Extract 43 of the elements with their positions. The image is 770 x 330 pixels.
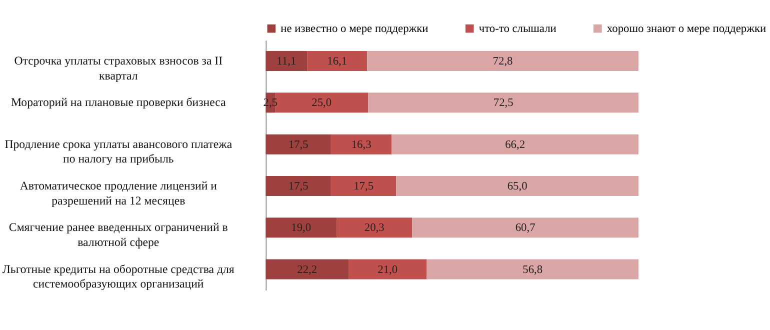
data-label: 16,1 <box>327 56 348 68</box>
data-label: 22,2 <box>297 264 318 276</box>
data-label: 56,8 <box>522 264 543 276</box>
bar <box>266 218 337 238</box>
bar <box>367 51 638 71</box>
bar <box>330 134 392 154</box>
data-label: 72,5 <box>493 97 514 110</box>
data-label: 72,8 <box>492 56 514 68</box>
y-tick-label: Отсрочка уплаты страховых взносов за II квартал <box>14 54 223 82</box>
bar <box>275 92 368 113</box>
data-label: 17,5 <box>288 180 309 192</box>
y-tick-label: Смягчение ранее введенных ограничений в валютной сфере <box>8 220 228 250</box>
bar <box>426 259 638 280</box>
legend-label: не известно о мере поддержки <box>280 23 428 36</box>
data-label: 19,0 <box>291 222 312 234</box>
bar <box>330 176 396 196</box>
bar <box>307 51 368 71</box>
data-label: 60,7 <box>515 222 536 234</box>
bar <box>368 92 638 113</box>
bar <box>392 134 638 154</box>
y-tick-label: Мораторий на плановые проверки бизнеса <box>10 95 227 110</box>
data-label: 66,2 <box>505 138 526 151</box>
bar <box>412 218 638 238</box>
bar <box>336 218 412 238</box>
data-label: 65,0 <box>507 180 528 192</box>
bar <box>266 176 331 196</box>
data-label: 11,1 <box>276 56 296 68</box>
bar <box>266 51 308 71</box>
legend-label: что-то слышали <box>478 23 556 36</box>
y-tick-label: Автоматическое продление лицензий и разрешений на 12 месяцев <box>20 178 218 208</box>
y-tick-label: Продление срока уплаты авансового платежа по налогу на прибыль <box>4 136 233 166</box>
bar <box>266 134 331 154</box>
y-tick-label: Льготные кредиты на оборотные средства для системообразующих организаций <box>2 262 235 291</box>
bar <box>348 259 427 280</box>
data-label: 25,0 <box>312 97 332 110</box>
data-label: 17,5 <box>354 180 374 192</box>
data-label: 16,3 <box>351 138 372 151</box>
bar <box>266 259 348 280</box>
data-label: 21,0 <box>378 264 398 276</box>
bar <box>396 176 638 196</box>
data-label: 20,3 <box>364 222 385 234</box>
data-label: 17,5 <box>288 138 309 151</box>
legend-label: хорошо знают о мере поддержки <box>606 23 766 36</box>
